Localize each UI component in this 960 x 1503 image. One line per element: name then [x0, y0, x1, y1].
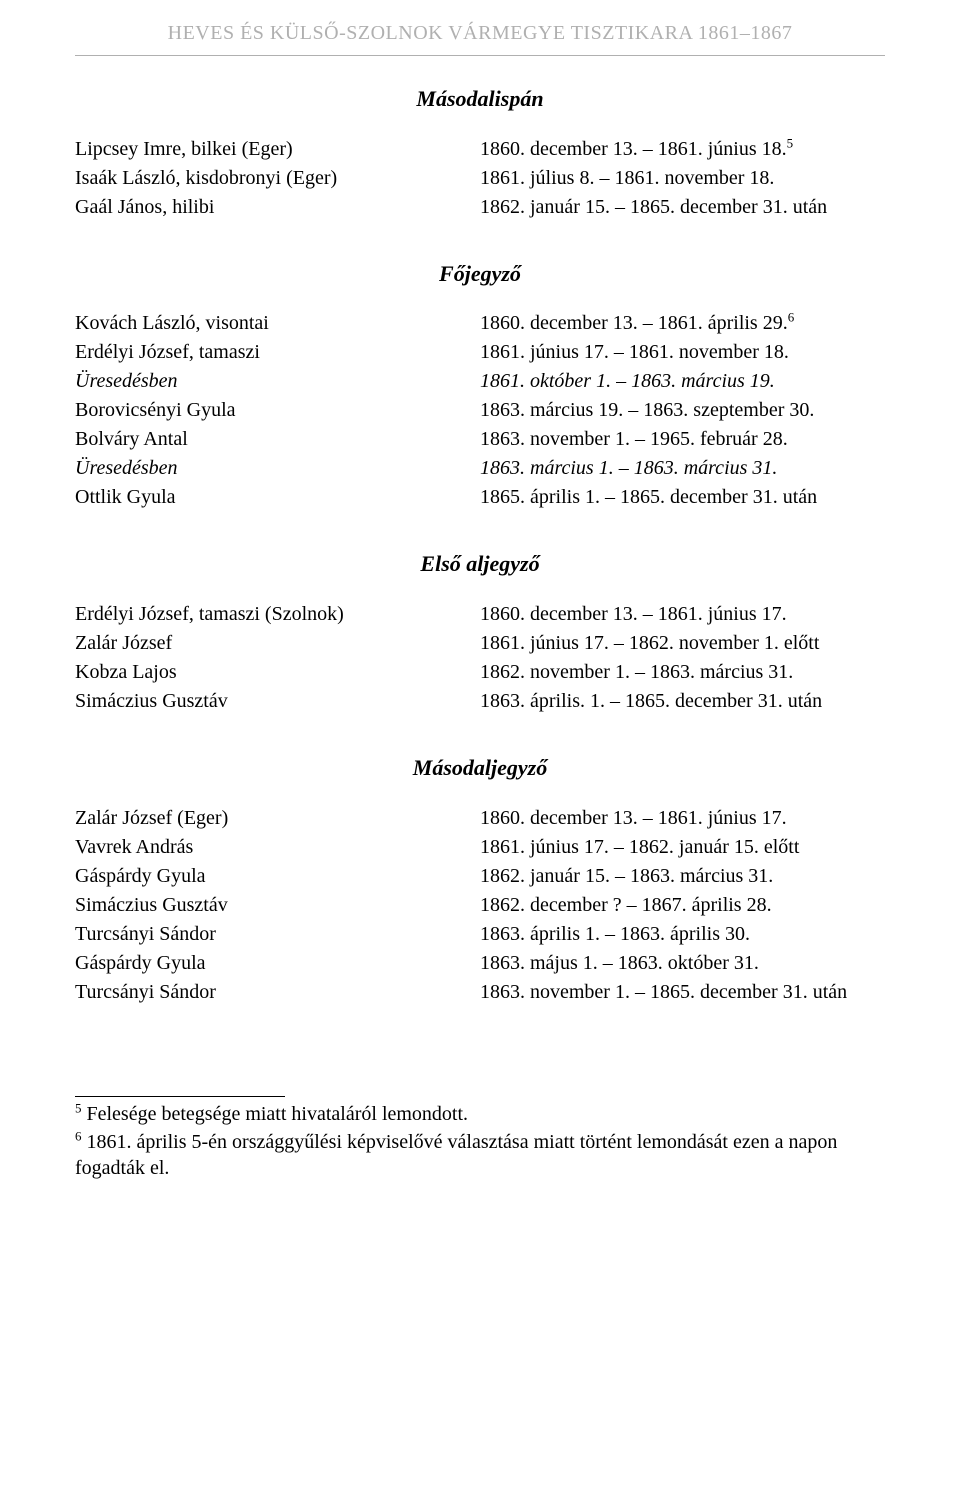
entry-row: Kobza Lajos1862. november 1. – 1863. már… — [75, 659, 885, 686]
entry-row: Isaák László, kisdobronyi (Eger)1861. jú… — [75, 165, 885, 192]
header-divider — [75, 55, 885, 56]
entry-date: 1862. január 15. – 1863. március 31. — [480, 863, 885, 890]
entry-date: 1860. december 13. – 1861. június 17. — [480, 805, 885, 832]
footnote-number: 6 — [75, 1128, 82, 1143]
entry-row: Vavrek András1861. június 17. – 1862. ja… — [75, 834, 885, 861]
entry-date: 1863. április. 1. – 1865. december 31. u… — [480, 688, 885, 715]
entry-row: Lipcsey Imre, bilkei (Eger)1860. decembe… — [75, 136, 885, 163]
entry-date: 1860. december 13. – 1861. június 17. — [480, 601, 885, 628]
entry-name: Üresedésben — [75, 368, 480, 395]
entry-row: Ottlik Gyula1865. április 1. – 1865. dec… — [75, 484, 885, 511]
entry-date: 1863. november 1. – 1865. december 31. u… — [480, 979, 885, 1006]
entry-name: Erdélyi József, tamaszi — [75, 339, 480, 366]
entry-date: 1861. június 17. – 1862. november 1. elő… — [480, 630, 885, 657]
entry-name: Simáczius Gusztáv — [75, 688, 480, 715]
entry-name: Üresedésben — [75, 455, 480, 482]
entry-row: Gaál János, hilibi1862. január 15. – 186… — [75, 194, 885, 221]
entry-name: Erdélyi József, tamaszi (Szolnok) — [75, 601, 480, 628]
entry-row: Erdélyi József, tamaszi1861. június 17. … — [75, 339, 885, 366]
entry-row: Gáspárdy Gyula1862. január 15. – 1863. m… — [75, 863, 885, 890]
entry-name: Gáspárdy Gyula — [75, 950, 480, 977]
footnote-ref: 5 — [787, 135, 794, 150]
entry-row: Erdélyi József, tamaszi (Szolnok)1860. d… — [75, 601, 885, 628]
entry-name: Kovách László, visontai — [75, 310, 480, 337]
entry-date: 1865. április 1. – 1865. december 31. ut… — [480, 484, 885, 511]
entry-date: 1861. június 17. – 1862. január 15. előt… — [480, 834, 885, 861]
entry-name: Zalár József (Eger) — [75, 805, 480, 832]
entry-row: Bolváry Antal1863. november 1. – 1965. f… — [75, 426, 885, 453]
entry-name: Bolváry Antal — [75, 426, 480, 453]
entry-row: Üresedésben1863. március 1. – 1863. márc… — [75, 455, 885, 482]
entry-date: 1861. június 17. – 1861. november 18. — [480, 339, 885, 366]
footnote: 6 1861. április 5-én országgyűlési képvi… — [75, 1129, 885, 1181]
entry-name: Zalár József — [75, 630, 480, 657]
entry-name: Turcsányi Sándor — [75, 921, 480, 948]
entry-name: Lipcsey Imre, bilkei (Eger) — [75, 136, 480, 163]
entry-name: Gaál János, hilibi — [75, 194, 480, 221]
entry-name: Isaák László, kisdobronyi (Eger) — [75, 165, 480, 192]
entry-name: Vavrek András — [75, 834, 480, 861]
footnote-ref: 6 — [788, 310, 795, 325]
entry-row: Üresedésben1861. október 1. – 1863. márc… — [75, 368, 885, 395]
entry-row: Zalár József (Eger)1860. december 13. – … — [75, 805, 885, 832]
entry-date: 1860. december 13. – 1861. június 18.5 — [480, 136, 885, 163]
entry-row: Gáspárdy Gyula1863. május 1. – 1863. okt… — [75, 950, 885, 977]
entry-date: 1861. július 8. – 1861. november 18. — [480, 165, 885, 192]
entry-row: Kovách László, visontai1860. december 13… — [75, 310, 885, 337]
entry-name: Simáczius Gusztáv — [75, 892, 480, 919]
entry-date: 1863. március 1. – 1863. március 31. — [480, 455, 885, 482]
entry-row: Borovicsényi Gyula1863. március 19. – 18… — [75, 397, 885, 424]
page-header: HEVES ÉS KÜLSŐ-SZOLNOK VÁRMEGYE TISZTIKA… — [75, 20, 885, 47]
entry-row: Turcsányi Sándor1863. április 1. – 1863.… — [75, 921, 885, 948]
entry-date: 1863. március 19. – 1863. szeptember 30. — [480, 397, 885, 424]
entry-date: 1862. november 1. – 1863. március 31. — [480, 659, 885, 686]
entry-row: Simáczius Gusztáv1862. december ? – 1867… — [75, 892, 885, 919]
footnote-number: 5 — [75, 1100, 82, 1115]
entry-date: 1863. május 1. – 1863. október 31. — [480, 950, 885, 977]
entry-date: 1863. november 1. – 1965. február 28. — [480, 426, 885, 453]
footnote-divider — [75, 1096, 285, 1097]
entry-row: Turcsányi Sándor1863. november 1. – 1865… — [75, 979, 885, 1006]
entry-name: Kobza Lajos — [75, 659, 480, 686]
section-title-fojegyzo: Főjegyző — [75, 259, 885, 289]
entry-name: Gáspárdy Gyula — [75, 863, 480, 890]
entry-row: Zalár József1861. június 17. – 1862. nov… — [75, 630, 885, 657]
entry-date: 1861. október 1. – 1863. március 19. — [480, 368, 885, 395]
entry-date: 1860. december 13. – 1861. április 29.6 — [480, 310, 885, 337]
entry-name: Ottlik Gyula — [75, 484, 480, 511]
entry-name: Turcsányi Sándor — [75, 979, 480, 1006]
section-title-elsoaljegyzo: Első aljegyző — [75, 549, 885, 579]
footnote: 5 Felesége betegsége miatt hivataláról l… — [75, 1101, 885, 1127]
entry-date: 1862. december ? – 1867. április 28. — [480, 892, 885, 919]
entry-row: Simáczius Gusztáv1863. április. 1. – 186… — [75, 688, 885, 715]
section-title-masodalispan: Másodalispán — [75, 84, 885, 114]
entry-date: 1863. április 1. – 1863. április 30. — [480, 921, 885, 948]
section-title-masodaljegyzo: Másodaljegyző — [75, 753, 885, 783]
entry-date: 1862. január 15. – 1865. december 31. ut… — [480, 194, 885, 221]
entry-name: Borovicsényi Gyula — [75, 397, 480, 424]
